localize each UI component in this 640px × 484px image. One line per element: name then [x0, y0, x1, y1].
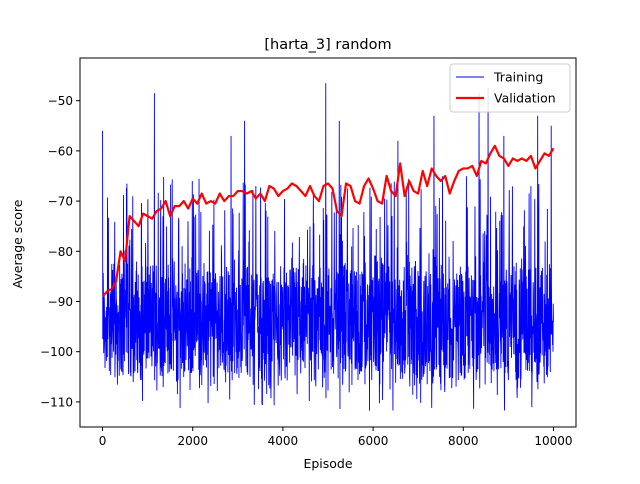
plot-area [80, 58, 576, 427]
y-tick-label: −110 [40, 395, 73, 409]
y-axis-label: Average score [10, 199, 25, 288]
legend: Training Validation [450, 64, 570, 112]
x-tick-label: 0 [99, 434, 107, 448]
x-tick-label: 10000 [534, 434, 572, 448]
legend-label-validation: Validation [494, 91, 556, 106]
x-axis: 0 2000 4000 6000 8000 10000 [99, 427, 573, 448]
y-tick-label: −70 [48, 195, 73, 209]
y-tick-label: −80 [48, 245, 73, 259]
y-axis: −110 −100 −90 −80 −70 −60 −50 [40, 94, 80, 409]
x-tick-label: 6000 [358, 434, 389, 448]
y-tick-label: −90 [48, 295, 73, 309]
x-tick-label: 8000 [448, 434, 479, 448]
y-tick-label: −60 [48, 144, 73, 158]
training-series-line [103, 83, 554, 411]
x-tick-label: 4000 [268, 434, 299, 448]
x-tick-label: 2000 [177, 434, 208, 448]
y-tick-label: −50 [48, 94, 73, 108]
x-axis-label: Episode [303, 456, 352, 471]
legend-label-training: Training [493, 70, 543, 85]
y-tick-label: −100 [40, 345, 73, 359]
chart-title: [harta_3] random [264, 37, 391, 53]
